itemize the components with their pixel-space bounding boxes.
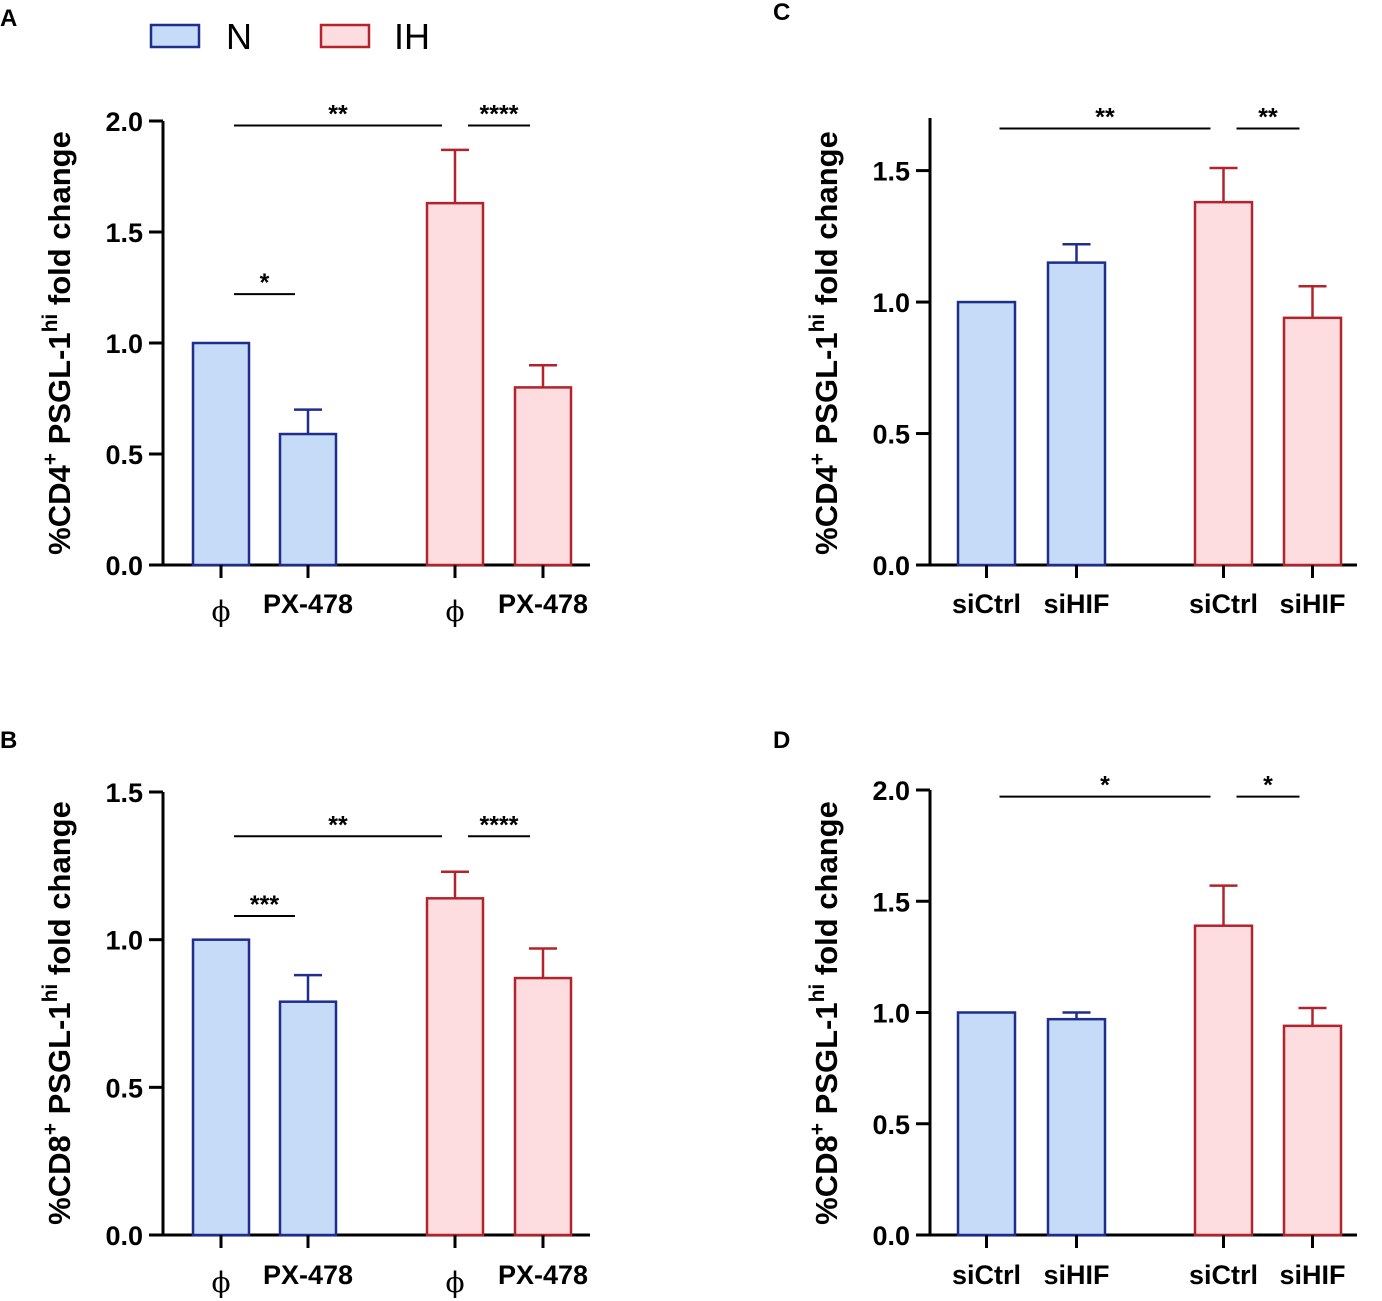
y-tick-label: 0.5: [105, 440, 143, 470]
panel-letter: D: [773, 727, 790, 754]
significance-label: **: [1095, 104, 1115, 132]
panel-letter: B: [0, 727, 17, 754]
y-tick-label: 0.0: [105, 551, 143, 581]
bar: [425, 897, 485, 1237]
y-axis-label: %CD4+ PSGL-1hi fold change: [39, 131, 77, 555]
x-category-label: siCtrl: [952, 589, 1021, 619]
legend-label-ih: IH: [394, 16, 430, 57]
y-tick-label: 0.0: [105, 1221, 143, 1251]
legend: N IH: [149, 16, 430, 57]
bar: [956, 1011, 1017, 1237]
panel-letter: C: [773, 0, 790, 26]
panel-a: A0.00.51.01.52.0ϕ PX-478 ϕ PX-478*** ****%CD…: [0, 5, 590, 628]
bar: [1046, 261, 1107, 567]
legend-swatch-n: [149, 23, 201, 49]
bar: [191, 341, 251, 567]
bar: [513, 386, 573, 567]
panel-c: C 0.0 0.5 1.0 1.5 siCtrl siHIF siCtrl siHIF ** **%…: [773, 0, 1357, 619]
significance-label: **: [1258, 104, 1278, 132]
y-tick-label: 0.5: [872, 1110, 910, 1140]
significance-label: *: [1100, 772, 1110, 800]
significance-label: ***: [250, 891, 279, 919]
significance-label: ****: [480, 100, 519, 128]
bar: [1193, 200, 1254, 567]
significance-label: *: [260, 269, 270, 297]
x-category-label: ϕ: [211, 595, 230, 628]
y-tick-label: 1.5: [105, 778, 143, 808]
x-category-label: siCtrl: [1189, 589, 1258, 619]
x-category-label: siHIF: [1043, 1260, 1109, 1290]
significance-label: ****: [480, 811, 519, 839]
x-category-label: PX-478: [263, 1260, 353, 1290]
bar: [425, 201, 485, 567]
x-category-label: siHIF: [1043, 589, 1109, 619]
bar: [191, 938, 251, 1237]
significance-label: *: [1263, 772, 1273, 800]
bar: [1282, 316, 1343, 567]
panel-letter: A: [0, 5, 17, 32]
significance-label: **: [328, 811, 348, 839]
y-tick-label: 2.0: [105, 107, 143, 137]
x-category-label: ϕ: [211, 1266, 230, 1299]
bar: [513, 976, 573, 1237]
y-axis-label: %CD8+ PSGL-1hi fold change: [806, 801, 844, 1225]
y-tick-label: 0.0: [872, 1221, 910, 1251]
y-axis-label: %CD4+ PSGL-1hi fold change: [806, 131, 844, 555]
significance-label: **: [328, 100, 348, 128]
bar: [278, 1000, 338, 1237]
x-category-label: siHIF: [1279, 1260, 1345, 1290]
legend-label-n: N: [226, 16, 252, 57]
bar: [956, 300, 1017, 567]
y-tick-label: 1.0: [872, 999, 910, 1029]
legend-swatch-ih: [319, 23, 371, 49]
x-category-label: siHIF: [1279, 589, 1345, 619]
y-axis-label: %CD8+ PSGL-1hi fold change: [39, 801, 77, 1225]
y-tick-label: 1.0: [872, 288, 910, 318]
y-tick-label: 1.5: [105, 218, 143, 248]
bar: [278, 432, 338, 567]
y-tick-label: 1.5: [872, 157, 910, 187]
x-category-label: siCtrl: [1189, 1260, 1258, 1290]
y-tick-label: 1.0: [105, 329, 143, 359]
x-category-label: siCtrl: [952, 1260, 1021, 1290]
y-tick-label: 2.0: [872, 776, 910, 806]
panel-d: D 0.0 0.5 1.0 1.5 2.0 siCtrl siHIF siCtrl siHIF * *…: [773, 727, 1357, 1290]
x-category-label: PX-478: [498, 1260, 588, 1290]
bar: [1046, 1017, 1107, 1237]
bar: [1282, 1024, 1343, 1237]
y-tick-label: 0.0: [872, 551, 910, 581]
x-category-label: ϕ: [445, 1266, 464, 1299]
x-category-label: PX-478: [263, 589, 353, 619]
x-category-label: ϕ: [445, 595, 464, 628]
panel-b: B0.00.51.01.5ϕ PX-478 ϕ PX-478***** ****%CD8…: [0, 727, 590, 1299]
bar: [1193, 924, 1254, 1237]
y-tick-label: 0.5: [105, 1073, 143, 1103]
y-tick-label: 1.0: [105, 926, 143, 956]
y-tick-label: 1.5: [872, 887, 910, 917]
y-tick-label: 0.5: [872, 420, 910, 450]
x-category-label: PX-478: [498, 589, 588, 619]
